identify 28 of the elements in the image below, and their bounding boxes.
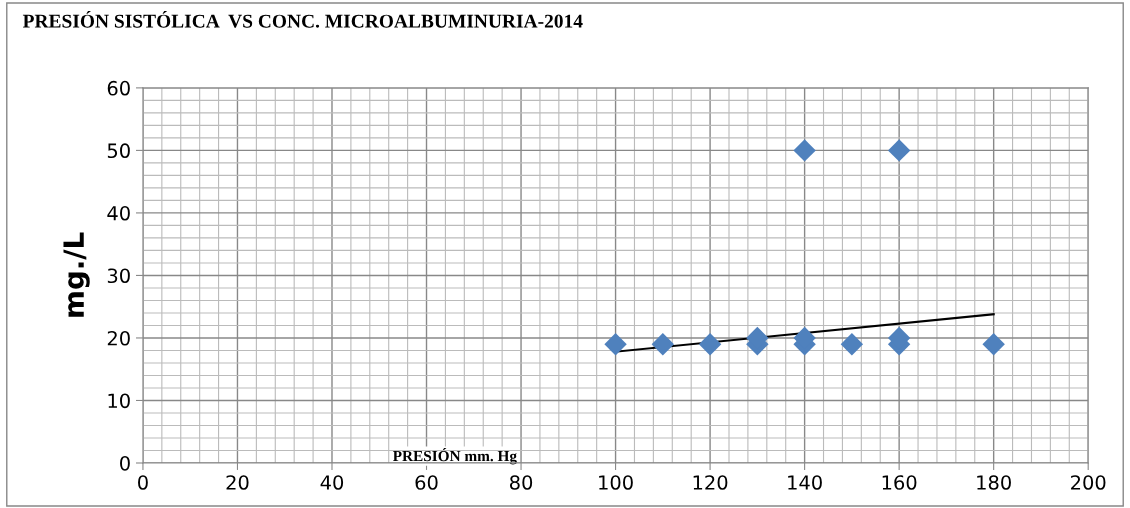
- y-axis-title: mg./L: [63, 232, 90, 317]
- point: [840, 333, 864, 356]
- y-tick-label: 0: [120, 455, 130, 471]
- x-tick-label: 20: [226, 475, 249, 490]
- y-tick-label: 20: [107, 330, 130, 346]
- point: [698, 333, 722, 356]
- x-tick-label: 0: [138, 475, 148, 490]
- x-tick-label: 140: [788, 475, 822, 490]
- y-tick-label: 40: [107, 205, 130, 221]
- y-tick-label: 10: [108, 393, 130, 409]
- y-tick-label: 30: [107, 268, 130, 284]
- x-tick-label: 120: [693, 475, 728, 490]
- x-tick-label: 80: [509, 475, 533, 490]
- x-tick-label: 160: [882, 475, 917, 490]
- chart-title: PRESIÓN SISTÓLICA VS CONC. MICROALBUMINURIA-2014: [22, 10, 583, 28]
- x-tick-label: 40: [320, 475, 344, 490]
- y-tick-label: 60: [107, 80, 130, 96]
- x-tick-label: 100: [599, 475, 633, 490]
- point: [793, 139, 816, 162]
- point: [604, 333, 627, 356]
- point: [982, 333, 1005, 356]
- point: [887, 139, 911, 162]
- x-tick-label: 180: [977, 475, 1011, 490]
- point: [651, 333, 675, 356]
- y-tick-label: 50: [107, 143, 130, 159]
- x-tick-label: 200: [1071, 475, 1106, 490]
- x-axis-title: PRESIÓN mm. Hg: [392, 447, 517, 465]
- x-tick-label: 60: [415, 475, 438, 490]
